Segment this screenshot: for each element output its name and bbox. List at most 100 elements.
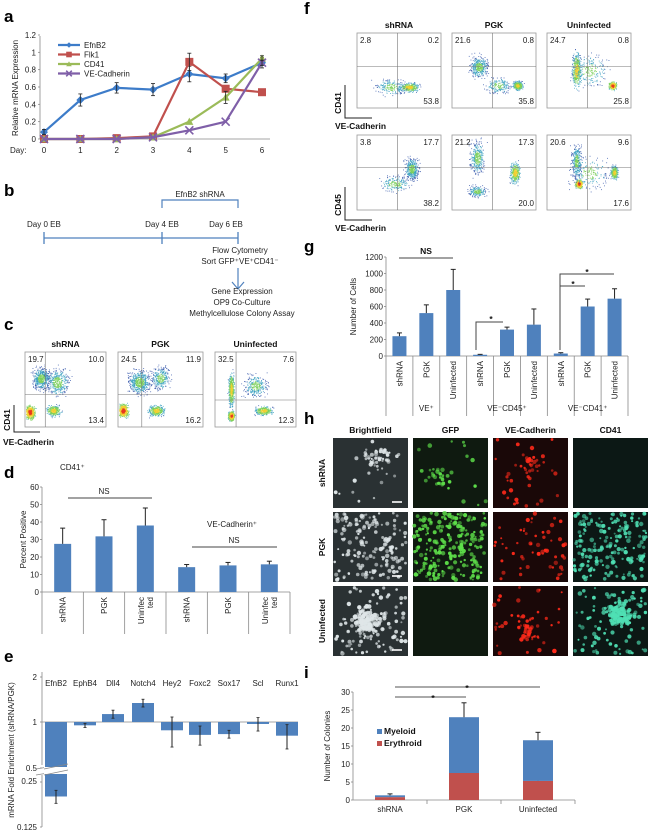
flow-plot-title: Uninfected <box>234 339 278 349</box>
panel-label-h: h <box>304 409 314 428</box>
flow-density-dots <box>26 364 73 421</box>
quadrant-top-left-value: 21.6 <box>455 36 471 45</box>
x-tick-label: 3 <box>151 146 156 155</box>
data-point-triangle <box>66 61 72 67</box>
panel-label-e: e <box>4 647 13 666</box>
category-label: PGK <box>456 805 474 814</box>
significance-label: NS <box>420 246 432 256</box>
y-tick-label: 1.2 <box>25 31 37 40</box>
quadrant-top-right-value: 10.0 <box>88 355 104 364</box>
micrograph-CD41-shRNA <box>573 438 648 508</box>
y-tick-label: 0 <box>379 352 384 361</box>
micrograph-background <box>573 438 648 508</box>
category-label: Uninfected <box>530 361 539 399</box>
quadrant-top-left-value: 20.6 <box>550 138 566 147</box>
bar-PGK <box>500 329 514 356</box>
data-point-x <box>184 125 194 135</box>
category-label: Uninfec <box>261 597 270 624</box>
bar-Uninfected <box>607 298 622 356</box>
microscopy-column-title: Brightfield <box>349 425 392 435</box>
y-tick-label: 800 <box>370 286 384 295</box>
panel-label-c: c <box>4 315 13 334</box>
category-label: Uninfected <box>449 361 458 399</box>
microscopy-row-label: shRNA <box>317 459 327 487</box>
panel-label-a: a <box>4 7 14 26</box>
y-tick-label: 10 <box>30 571 39 580</box>
flow-plot-title: shRNA <box>385 20 413 30</box>
micrograph-background <box>333 512 408 582</box>
bar-Uninfected <box>446 290 461 356</box>
y-tick-label: 30 <box>30 536 39 545</box>
micrograph-GFP-PGK <box>412 511 488 582</box>
bar-PGK <box>419 313 434 356</box>
panel-label-f: f <box>304 0 310 18</box>
category-label: PGK <box>503 360 512 378</box>
y-tick-label: 30 <box>341 688 350 697</box>
micrograph-GFP-Uninfected <box>413 586 488 656</box>
axis-break-gap <box>44 767 68 774</box>
micrograph-Brightfield-PGK <box>332 511 408 582</box>
series-Flk1 <box>40 57 266 143</box>
flow-density-dots <box>568 143 620 193</box>
x-axis-label: VE-Cadherin <box>3 437 54 447</box>
flow-plot-title: shRNA <box>51 339 79 349</box>
quadrant-bottom-right-value: 17.6 <box>613 199 629 208</box>
timeline-day-label: Day 4 EB <box>145 220 179 229</box>
x-tick-label: 2 <box>114 146 119 155</box>
flow-plot-frame <box>24 351 107 428</box>
bar-Erythroid-PGK <box>449 773 479 800</box>
micrograph-Brightfield-shRNA <box>333 438 408 508</box>
gene-label: Scl <box>252 679 263 688</box>
y-tick-label: 2 <box>33 673 38 682</box>
y-tick-label: 10 <box>341 760 350 769</box>
y-tick-label: 0.6 <box>25 83 37 92</box>
group-label: VE⁺ <box>419 404 434 413</box>
bar-PGK <box>580 306 595 356</box>
flow-plot-frame <box>451 32 537 109</box>
bar-Myeloid-Uninfected <box>523 740 553 781</box>
data-point-square <box>221 84 230 93</box>
microscopy-column-title: GFP <box>442 425 460 435</box>
significance-line <box>559 273 614 350</box>
bar-Uninfec ted <box>260 564 278 592</box>
significance-label: * <box>571 279 575 289</box>
category-label: PGK <box>224 596 233 614</box>
bar-shRNA <box>553 353 568 356</box>
bar-shRNA <box>473 354 488 356</box>
bar-Notch4 <box>132 702 154 722</box>
y-axis-label: CD41 <box>2 409 12 431</box>
y-tick-label: 5 <box>346 778 351 787</box>
significance-label: NS <box>98 487 109 496</box>
assay-text: Gene Expression <box>211 287 272 296</box>
microscopy-column-title: CD41 <box>600 425 622 435</box>
bar-PGK <box>219 565 237 592</box>
y-tick-label: 0.5 <box>26 764 38 773</box>
bar-EfnB2 <box>45 722 67 768</box>
x-tick-label: 6 <box>260 146 265 155</box>
legend-swatch <box>377 741 382 746</box>
category-label: shRNA <box>476 360 485 386</box>
y-axis-label: CD41 <box>333 92 343 114</box>
flow-density-dots <box>570 49 618 92</box>
category-label: PGK <box>422 360 431 378</box>
data-point-square <box>66 51 72 58</box>
bar-Erythroid-Uninfected <box>523 780 553 800</box>
category-label: shRNA <box>377 805 403 814</box>
quadrant-bottom-right-value: 25.8 <box>613 97 629 106</box>
significance-line <box>475 321 503 350</box>
data-point-x <box>148 132 158 142</box>
gene-label: Sox17 <box>218 679 241 688</box>
y-tick-label: 0.2 <box>25 118 37 127</box>
y-tick-label: 0.4 <box>25 100 37 109</box>
significance-label: * <box>489 314 493 324</box>
bar-Erythroid-shRNA <box>375 797 405 800</box>
timeline-day-label: Day 0 EB <box>27 220 61 229</box>
legend-entry: EfnB2 <box>84 41 106 50</box>
y-axis-label: mRNA Fold Enrichment (shRNA/PGK) <box>7 682 16 818</box>
assay-text: OP9 Co-Culture <box>214 298 271 307</box>
quadrant-top-right-value: 0.2 <box>428 36 440 45</box>
quadrant-top-left-value: 2.8 <box>360 36 372 45</box>
microscopy-column-title: VE-Cadherin <box>505 425 556 435</box>
